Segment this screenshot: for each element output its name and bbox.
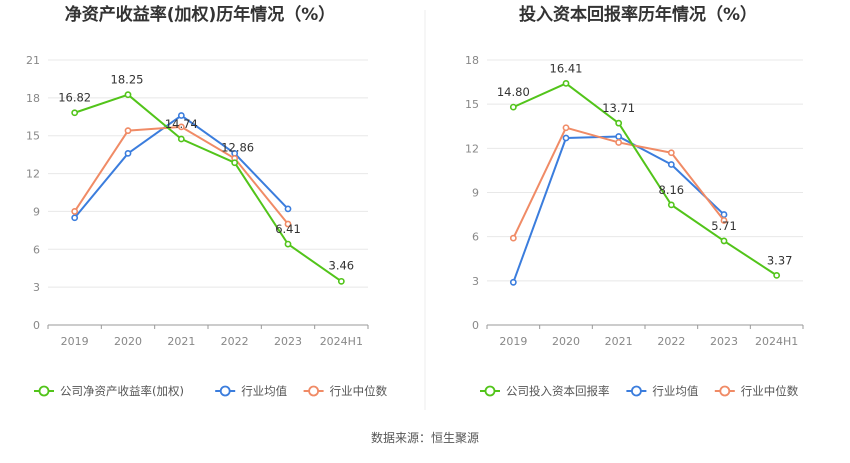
- y-tick-label: 12: [465, 142, 479, 155]
- series-line-2: [512, 135, 725, 283]
- y-tick-label: 15: [465, 98, 479, 111]
- legend-item-2: 行业均值: [215, 384, 288, 398]
- data-point: [667, 161, 675, 168]
- data-point: [177, 112, 185, 119]
- x-tick-label: 2024H1: [320, 335, 363, 348]
- data-point: [284, 240, 292, 248]
- chart-panel-1: 净资产收益率(加权)历年情况（%） 0 3 6 9 12 15 18 21 2019 2020 202…: [26, 4, 388, 398]
- data-point: [284, 220, 292, 228]
- data-point: [231, 159, 239, 167]
- data-point: [124, 127, 132, 135]
- series-line-1: [512, 82, 778, 277]
- legend-item-3: 行业中位数: [714, 384, 799, 398]
- legend-label: 行业均值: [652, 384, 698, 398]
- y-tick-label: 18: [26, 92, 40, 105]
- y-tick-label: 9: [472, 187, 479, 200]
- data-point: [562, 124, 570, 132]
- data-point: [177, 135, 185, 143]
- y-tick-label: 6: [472, 231, 479, 244]
- y-tick-label: 0: [472, 319, 479, 332]
- data-label: 3.37: [767, 253, 793, 267]
- x-tick-label: 2020: [114, 335, 142, 348]
- y-tick-label: 3: [33, 281, 40, 294]
- legend-item-3: 行业中位数: [303, 384, 388, 398]
- data-point: [667, 201, 675, 209]
- legend-item-2: 行业均值: [626, 384, 699, 398]
- x-tick-label: 2023: [710, 335, 738, 348]
- y-tick-label: 3: [472, 275, 479, 288]
- legend-marker: [484, 385, 496, 397]
- data-label: 16.41: [550, 61, 583, 75]
- chart-title: 净资产收益率(加权)历年情况（%）: [65, 4, 336, 25]
- data-label: 5.71: [711, 219, 737, 233]
- x-tick-label: 2019: [499, 335, 527, 348]
- x-tick-label: 2022: [657, 335, 685, 348]
- data-label: 3.46: [329, 258, 355, 272]
- data-label: 6.41: [275, 222, 301, 236]
- source-label: 数据来源：恒生聚源: [371, 430, 479, 445]
- data-point: [509, 103, 517, 111]
- data-point: [720, 237, 728, 245]
- data-label: 12.86: [221, 141, 254, 155]
- data-point: [509, 278, 517, 286]
- data-label: 16.82: [58, 91, 91, 105]
- data-point: [720, 211, 728, 218]
- legend-item-1: 公司投入资本回报率: [480, 384, 610, 398]
- y-tick-label: 0: [33, 319, 40, 332]
- data-point: [177, 123, 185, 131]
- data-point: [284, 205, 292, 213]
- data-label: 18.25: [111, 73, 144, 87]
- x-tick-label: 2023: [274, 335, 302, 348]
- legend-label: 公司投入资本回报率: [506, 384, 610, 398]
- x-tick-label: 2024H1: [755, 335, 798, 348]
- data-point: [124, 91, 132, 99]
- legend-label: 行业均值: [241, 384, 287, 398]
- data-point: [615, 119, 623, 127]
- data-point: [124, 149, 132, 157]
- data-point: [667, 149, 675, 157]
- data-point: [71, 208, 79, 215]
- data-point: [337, 277, 345, 285]
- legend-label: 公司净资产收益率(加权): [60, 384, 184, 398]
- x-tick-label: 2021: [605, 335, 633, 348]
- data-point: [71, 109, 79, 117]
- y-tick-label: 9: [33, 205, 40, 218]
- legend-marker: [631, 385, 642, 397]
- legend-marker: [38, 385, 50, 397]
- data-point: [71, 214, 79, 222]
- legend-marker: [219, 385, 231, 397]
- x-tick-label: 2022: [221, 335, 249, 348]
- legend-label: 行业中位数: [741, 384, 799, 398]
- y-tick-label: 6: [33, 243, 40, 256]
- data-point: [509, 234, 517, 242]
- data-point: [615, 139, 623, 146]
- x-tick-label: 2019: [61, 335, 89, 348]
- series-line-1: [74, 93, 342, 283]
- data-point: [562, 134, 570, 142]
- data-label: 14.80: [497, 85, 530, 99]
- legend-marker: [719, 385, 731, 397]
- data-point: [562, 80, 570, 87]
- x-tick-label: 2021: [167, 335, 195, 348]
- legend-label: 行业中位数: [330, 384, 388, 398]
- y-tick-label: 12: [26, 168, 40, 181]
- data-point: [720, 217, 728, 224]
- chart-panel-2: 投入资本回报率历年情况（%） 0 3 6 9 12 15 18 2019 2020 2021 2022…: [465, 4, 804, 398]
- data-label: 14.74: [165, 117, 198, 131]
- y-tick-label: 15: [26, 130, 40, 143]
- legend-item-1: 公司净资产收益率(加权): [34, 384, 184, 398]
- chart-title: 投入资本回报率历年情况（%）: [519, 4, 757, 25]
- y-tick-label: 21: [26, 54, 40, 67]
- data-point: [615, 133, 623, 140]
- y-tick-label: 18: [465, 54, 479, 67]
- data-point: [773, 271, 781, 279]
- legend-marker: [308, 385, 320, 397]
- data-label: 13.71: [602, 101, 635, 115]
- data-label: 8.16: [659, 183, 685, 197]
- x-tick-label: 2020: [552, 335, 580, 348]
